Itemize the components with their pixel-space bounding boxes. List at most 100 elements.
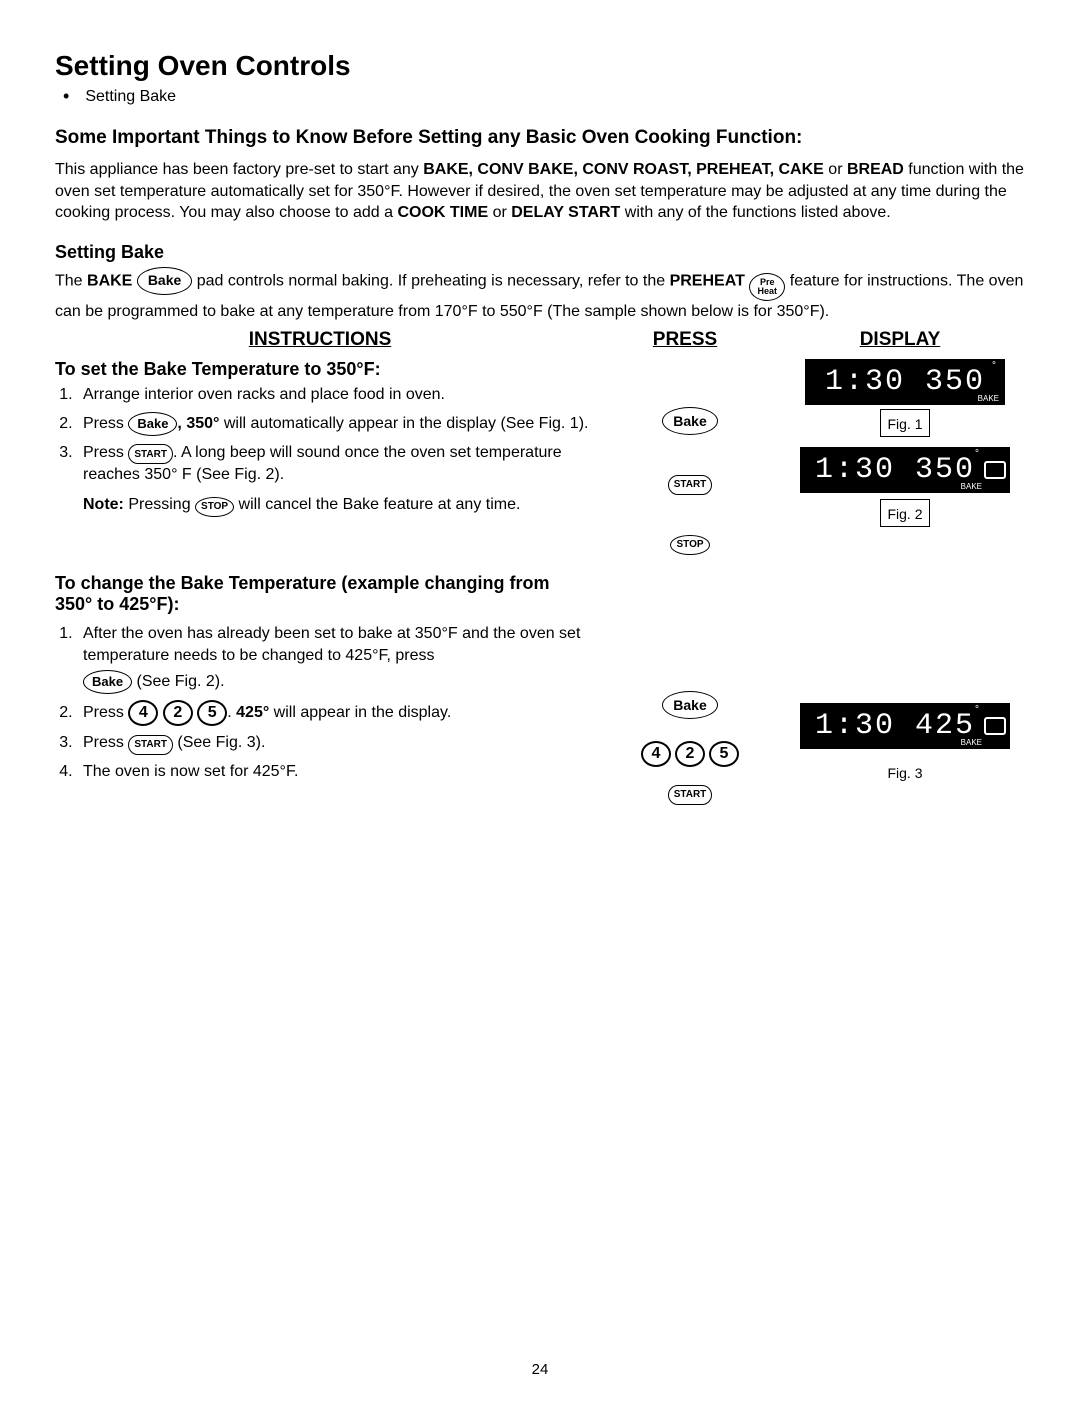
digit-4-pad-icon: 4 <box>128 700 158 726</box>
instructions-col: To set the Bake Temperature to 350°F: Ar… <box>55 359 595 527</box>
stop-pad-label: STOP <box>201 500 228 514</box>
bullet-dot-icon: • <box>63 86 69 107</box>
bake-pad-label: Bake <box>137 415 168 433</box>
c-step-2: Press 4 2 5. 425° will appear in the dis… <box>77 700 595 726</box>
press-stop-cell: STOP <box>605 529 775 555</box>
lcd2-text: 1:30 350 <box>815 453 975 487</box>
c-step1-text: After the oven has already been set to b… <box>83 625 580 664</box>
know-bold-bread: BREAD <box>847 161 904 178</box>
fig1-box: Fig. 1 <box>880 409 929 437</box>
digit-2-pad-icon: 2 <box>675 741 705 767</box>
start-pad-icon: START <box>128 444 173 464</box>
stop-pad-icon: STOP <box>195 497 234 517</box>
press-digits-cell: 4 2 5 <box>605 741 775 767</box>
oven-indicator-icon <box>984 717 1006 735</box>
change-steps: After the oven has already been set to b… <box>55 623 595 783</box>
set-350-steps: Arrange interior oven racks and place fo… <box>55 384 595 517</box>
know-bold-cooktime: COOK TIME <box>397 204 488 221</box>
start-pad-icon: START <box>128 735 173 755</box>
lcd2-mode: BAKE <box>961 482 982 491</box>
display-col-2: 1:30 425 ° BAKE Fig. 3 <box>785 703 1025 781</box>
step2-bold: , 350° <box>177 415 219 432</box>
note-bold: Note: <box>83 496 124 513</box>
bake-pad-icon: Bake <box>137 267 192 295</box>
digit-5-pad-icon: 5 <box>709 741 739 767</box>
start-pad-label: START <box>134 738 167 752</box>
set-350-section: To set the Bake Temperature to 350°F: Ar… <box>55 359 1025 555</box>
know-bold-functions: BAKE, CONV BAKE, CONV ROAST, PREHEAT, CA… <box>423 161 824 178</box>
change-temp-heading: To change the Bake Temperature (example … <box>55 573 575 615</box>
c-step3-post: (See Fig. 3). <box>177 734 265 751</box>
setting-bake-heading: Setting Bake <box>55 242 1025 263</box>
fig1-caption: Fig. 1 <box>887 416 922 432</box>
press-bake-cell: Bake <box>605 401 775 435</box>
start-pad-icon: START <box>668 785 713 805</box>
c-step2-pre: Press <box>83 704 128 721</box>
bake-pad-icon: Bake <box>128 412 177 436</box>
bake-pad-icon: Bake <box>662 691 717 719</box>
preheat-pad-icon: Pre Heat <box>749 273 785 301</box>
degree-icon: ° <box>991 361 999 372</box>
know-text-a: This appliance has been factory pre-set … <box>55 161 423 178</box>
digit-5-label: 5 <box>208 702 217 724</box>
sb-bake-bold: BAKE <box>87 272 132 289</box>
press-start-cell-2: START <box>605 779 775 805</box>
digit-2-label: 2 <box>686 745 695 763</box>
know-bold-delay: DELAY START <box>511 204 620 221</box>
press-start-label: START <box>674 479 707 490</box>
c-step-3: Press START (See Fig. 3). <box>77 732 595 755</box>
press-col-2: Bake 4 2 5 START <box>605 619 775 805</box>
sb-text-pre: The <box>55 272 87 289</box>
bake-pad-icon: Bake <box>662 407 717 435</box>
bake-pad-label: Bake <box>92 673 123 691</box>
press-start-cell: START <box>605 469 775 495</box>
digit-5-pad-icon: 5 <box>197 700 227 726</box>
fig2-box: Fig. 2 <box>880 499 929 527</box>
page-title: Setting Oven Controls <box>55 50 1025 82</box>
digit-4-label: 4 <box>139 702 148 724</box>
lcd-display-1: 1:30 350 ° BAKE <box>805 359 1005 405</box>
subtitle-bullet-line: • Setting Bake <box>63 86 1025 107</box>
stop-pad-icon: STOP <box>670 535 709 555</box>
know-text-i: with any of the functions listed above. <box>620 204 890 221</box>
preheat-pad-bot: Heat <box>758 287 778 296</box>
press-bake-label: Bake <box>673 413 706 429</box>
lcd1-mode: BAKE <box>978 394 999 403</box>
column-headers: INSTRUCTIONS PRESS DISPLAY <box>55 329 1025 351</box>
setting-bake-paragraph: The BAKE Bake pad controls normal baking… <box>55 267 1025 323</box>
c-step3-pre: Press <box>83 734 128 751</box>
c-step2-bold: 425° <box>236 704 269 721</box>
degree-icon: ° <box>974 705 982 716</box>
lcd-display-2: 1:30 350 ° BAKE <box>800 447 1010 493</box>
change-temp-section: After the oven has already been set to b… <box>55 619 1025 805</box>
step-1: Arrange interior oven racks and place fo… <box>77 384 595 406</box>
press-start-label: START <box>674 789 707 800</box>
digit-4-pad-icon: 4 <box>641 741 671 767</box>
bake-pad-icon: Bake <box>83 670 132 694</box>
oven-indicator-icon <box>984 461 1006 479</box>
know-heading: Some Important Things to Know Before Set… <box>55 127 1025 149</box>
instructions-col-2: After the oven has already been set to b… <box>55 619 595 793</box>
step2-pre: Press <box>83 415 128 432</box>
c-step2-end: will appear in the display. <box>269 704 451 721</box>
start-pad-label: START <box>134 448 167 462</box>
col-display: DISPLAY <box>785 329 1015 351</box>
know-paragraph: This appliance has been factory pre-set … <box>55 159 1025 224</box>
step-2: Press Bake, 350° will automatically appe… <box>77 412 595 436</box>
step3-note: Note: Pressing STOP will cancel the Bake… <box>83 494 595 517</box>
start-pad-icon: START <box>668 475 713 495</box>
fig3-caption: Fig. 3 <box>887 765 922 781</box>
sb-preheat-bold: PREHEAT <box>670 272 745 289</box>
lcd-display-3: 1:30 425 ° BAKE <box>800 703 1010 749</box>
know-text-c: or <box>824 161 847 178</box>
lcd1-text: 1:30 350 <box>825 365 985 399</box>
manual-page: Setting Oven Controls • Setting Bake Som… <box>0 0 1080 1402</box>
press-col: Bake START STOP <box>605 359 775 555</box>
col-instructions: INSTRUCTIONS <box>55 329 585 351</box>
page-number: 24 <box>0 1361 1080 1378</box>
note-mid: Pressing <box>124 496 195 513</box>
press-bake-cell-2: Bake <box>605 685 775 719</box>
sb-text-mid: pad controls normal baking. If preheatin… <box>197 272 670 289</box>
c-step-4: The oven is now set for 425°F. <box>77 761 595 783</box>
subtitle-text: Setting Bake <box>85 88 176 106</box>
